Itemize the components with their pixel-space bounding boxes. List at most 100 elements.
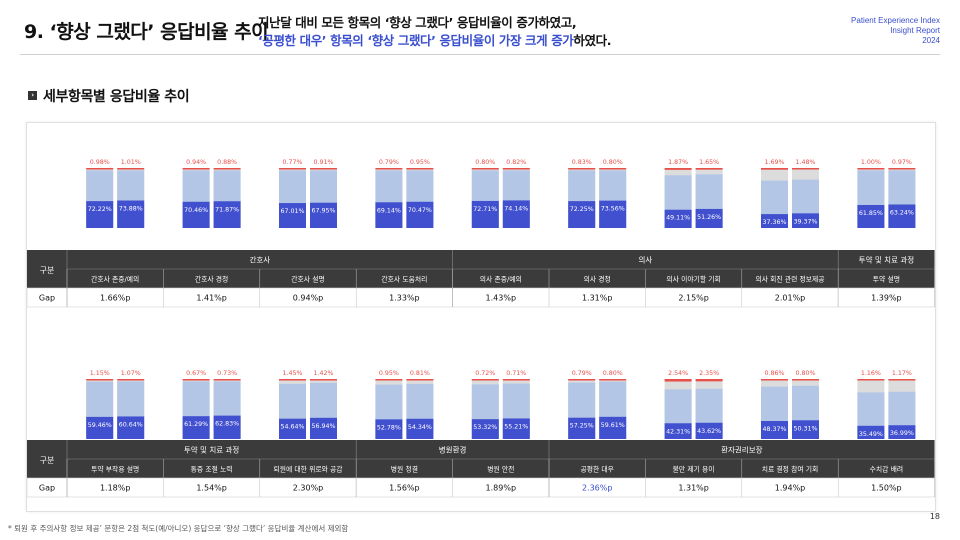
- bar-segment-main: [279, 418, 306, 439]
- bar-value-label: 63.24%: [890, 209, 914, 216]
- bar-segment-top: [86, 379, 114, 381]
- top-value-label: 0.80%: [475, 159, 495, 166]
- top-value-label: 0.94%: [186, 159, 206, 166]
- gap-value: 2.30%p: [293, 484, 324, 493]
- bar-segment-main: [117, 200, 145, 228]
- bar-segment-main: [888, 204, 916, 228]
- gap-value: 1.50%p: [871, 484, 902, 493]
- top-value-label: 1.42%: [313, 370, 333, 377]
- bar-segment-main: [792, 213, 819, 228]
- top-value-label: 0.91%: [313, 159, 333, 166]
- bar-value-label: 54.34%: [408, 424, 432, 431]
- bar-segment-top: [857, 379, 885, 381]
- top-value-label: 0.79%: [379, 159, 399, 166]
- top-value-label: 0.98%: [90, 159, 110, 166]
- bar-value-label: 54.64%: [280, 424, 304, 431]
- bar-segment-top: [406, 168, 434, 170]
- gap-value: 1.43%p: [486, 294, 517, 303]
- row-header-label: 구분: [40, 266, 55, 275]
- gap-row-label: Gap: [39, 484, 55, 493]
- bar-segment-top: [792, 379, 819, 381]
- brand-line-3: 2024: [922, 36, 940, 45]
- bar-segment-top: [182, 168, 210, 170]
- bar-value-label: 62.83%: [215, 421, 239, 428]
- category-label: 투약 부작용 설명: [91, 465, 139, 474]
- group-header-label: 간호사: [249, 255, 270, 265]
- category-label: 의사 이야기할 기회: [666, 275, 720, 284]
- top-value-label: 0.86%: [764, 370, 784, 377]
- bar-value-label: 43.62%: [697, 428, 721, 435]
- bar-segment-main: [182, 416, 210, 439]
- bar-value-label: 55.21%: [504, 423, 528, 430]
- bar-segment-top: [761, 168, 788, 170]
- bar-value-label: 49.11%: [666, 215, 690, 222]
- bar-segment-top: [471, 168, 499, 170]
- page-title: 9. ‘향상 그랬다’ 응답비율 추이: [24, 21, 269, 43]
- headline-highlight: ‘공평한 대우’ 항목의 ‘향상 그랬다’ 응답비율이 가장 크게 증가: [258, 33, 574, 48]
- bar-value-label: 50.31%: [793, 425, 817, 432]
- top-value-label: 1.65%: [699, 159, 719, 166]
- gap-value: 1.33%p: [389, 294, 420, 303]
- group-header-label: 투약 및 치료 과정: [859, 255, 914, 265]
- bar-segment-top: [664, 168, 692, 170]
- category-label: 퇴원에 대한 위로와 공감: [273, 465, 342, 474]
- top-value-label: 0.72%: [475, 370, 495, 377]
- category-label: 병원 청결: [391, 465, 418, 474]
- gap-value: 1.66%p: [100, 294, 131, 303]
- category-label: 투약 설명: [873, 275, 900, 284]
- bar-segment-top: [310, 379, 337, 381]
- bar-segment-top: [279, 168, 306, 170]
- category-label: 통증 조절 노력: [191, 466, 233, 474]
- header-divider: [20, 54, 940, 55]
- top-value-label: 1.45%: [282, 370, 302, 377]
- bar-segment-top: [568, 168, 596, 170]
- top-value-label: 0.73%: [217, 370, 237, 377]
- bar-segment-top: [599, 379, 627, 381]
- bar-segment-main: [857, 204, 885, 228]
- bar-segment-main: [568, 417, 596, 439]
- top-value-label: 2.54%: [668, 370, 688, 377]
- bar-segment-main: [502, 200, 530, 228]
- bar-value-label: 35.49%: [859, 431, 883, 438]
- bar-value-label: 39.37%: [793, 218, 817, 225]
- top-value-label: 0.80%: [603, 159, 623, 166]
- top-value-label: 0.79%: [572, 370, 592, 377]
- bar-segment-main: [664, 423, 692, 439]
- bar-segment-top: [86, 168, 114, 170]
- bar-segment-top: [792, 168, 819, 170]
- bar-segment-top: [857, 168, 885, 170]
- category-label: 수치감 배려: [870, 465, 903, 474]
- row-header-label: 구분: [40, 456, 55, 465]
- bar-segment-top: [471, 379, 499, 381]
- gap-row-label: Gap: [39, 294, 55, 303]
- bar-value-label: 42.31%: [666, 428, 690, 435]
- bar-segment-main: [599, 416, 627, 439]
- category-label: 간호사 경청: [195, 275, 228, 284]
- bar-value-label: 67.01%: [280, 208, 304, 215]
- bar-value-label: 37.36%: [762, 219, 786, 226]
- bar-segment-main: [375, 419, 403, 439]
- bar-segment-main: [568, 201, 596, 228]
- category-label: 공평한 대우: [580, 465, 613, 474]
- bar-value-label: 60.64%: [119, 421, 143, 428]
- bar-value-label: 72.71%: [473, 206, 497, 213]
- category-label: 의사 존중/예의: [480, 275, 522, 284]
- bar-value-label: 72.22%: [88, 206, 112, 213]
- gap-value: 1.18%p: [100, 484, 131, 493]
- section-heading: › 세부항목별 응답비율 추이: [28, 86, 190, 106]
- brand-line-1: Patient Experience Index: [851, 16, 940, 25]
- bar-segment-top: [375, 379, 403, 381]
- bar-segment-main: [888, 425, 916, 439]
- bar-value-label: 57.25%: [570, 423, 594, 430]
- top-value-label: 0.71%: [506, 370, 526, 377]
- bar-segment-main: [471, 200, 499, 228]
- bar-value-label: 36.99%: [890, 430, 914, 437]
- top-value-label: 1.48%: [795, 159, 815, 166]
- gap-value: 1.89%p: [486, 484, 517, 493]
- bar-value-label: 71.87%: [215, 206, 239, 213]
- brand-line-2: Insight Report: [890, 26, 940, 35]
- bar-segment-top: [888, 379, 916, 381]
- gap-value: 1.54%p: [196, 484, 227, 493]
- bar-segment-main: [213, 201, 241, 228]
